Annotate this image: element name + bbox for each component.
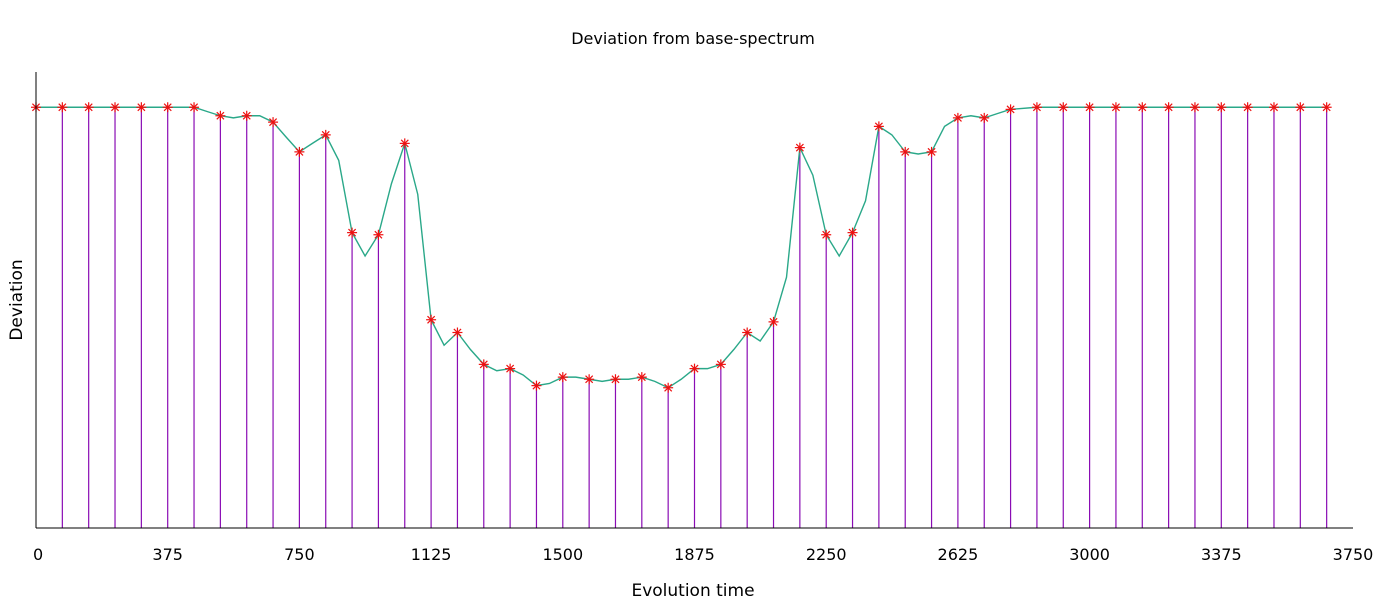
x-tick-label: 2250 (806, 545, 847, 564)
sample-point (636, 372, 647, 383)
sample-point (794, 142, 805, 153)
sample-point (663, 382, 674, 393)
x-tick-label: 1500 (542, 545, 583, 564)
sample-point (1295, 102, 1306, 113)
sample-point (215, 110, 226, 121)
sample-point (505, 363, 516, 374)
x-axis-title: Evolution time (631, 581, 754, 601)
x-tick-label: 1125 (411, 545, 452, 564)
sample-point (821, 229, 832, 240)
sample-point (1163, 102, 1174, 113)
sample-point (1110, 102, 1121, 113)
sample-point (1137, 102, 1148, 113)
sample-point (689, 363, 700, 374)
sample-point (715, 359, 726, 370)
x-tick-label: 2625 (938, 545, 979, 564)
sample-point (768, 316, 779, 327)
sample-point (426, 314, 437, 325)
sample-point (531, 380, 542, 391)
x-tick-labels: 0 375 750 1125 1500 1875 2250 2625 3000 3375 3750 (33, 545, 1373, 564)
x-tick-label: 0 (33, 545, 43, 564)
sample-point (1216, 102, 1227, 113)
x-tick-label: 3000 (1069, 545, 1110, 564)
sample-point (136, 102, 147, 113)
chart-title: Deviation from base-spectrum (571, 29, 815, 48)
sample-point (241, 110, 252, 121)
sample-point (1084, 102, 1095, 113)
x-tick-label: 375 (152, 545, 183, 564)
sample-point (557, 372, 568, 383)
sample-point (979, 112, 990, 123)
x-tick-label: 750 (284, 545, 315, 564)
sample-point (294, 146, 305, 157)
sample-point (900, 146, 911, 157)
sample-point (320, 129, 331, 140)
sample-point (373, 229, 384, 240)
sample-point (952, 112, 963, 123)
deviation-curve (36, 106, 1327, 389)
sample-point (1031, 102, 1042, 113)
sample-point (926, 146, 937, 157)
sample-point (584, 374, 595, 385)
sample-point (347, 227, 358, 238)
x-tick-label: 3375 (1201, 545, 1242, 564)
sample-point (873, 121, 884, 132)
sample-point (268, 117, 279, 128)
sample-point (1321, 102, 1332, 113)
stem-lines (61, 107, 1328, 528)
sample-point (1189, 102, 1200, 113)
y-axis-title: Deviation (7, 259, 27, 340)
sample-point (1268, 102, 1279, 113)
sample-point (1242, 102, 1253, 113)
sample-point (162, 102, 173, 113)
sample-point (452, 327, 463, 338)
x-tick-label: 1875 (674, 545, 715, 564)
sample-markers (31, 102, 1332, 393)
sample-point (83, 102, 94, 113)
sample-point (1005, 104, 1016, 115)
sample-point (399, 138, 410, 149)
sample-point (742, 327, 753, 338)
sample-point (110, 102, 121, 113)
sample-point (478, 359, 489, 370)
sample-point (1058, 102, 1069, 113)
sample-point (189, 102, 200, 113)
x-tick-label: 3750 (1333, 545, 1374, 564)
sample-point (610, 374, 621, 385)
sample-point (847, 227, 858, 238)
sample-point (57, 102, 68, 113)
